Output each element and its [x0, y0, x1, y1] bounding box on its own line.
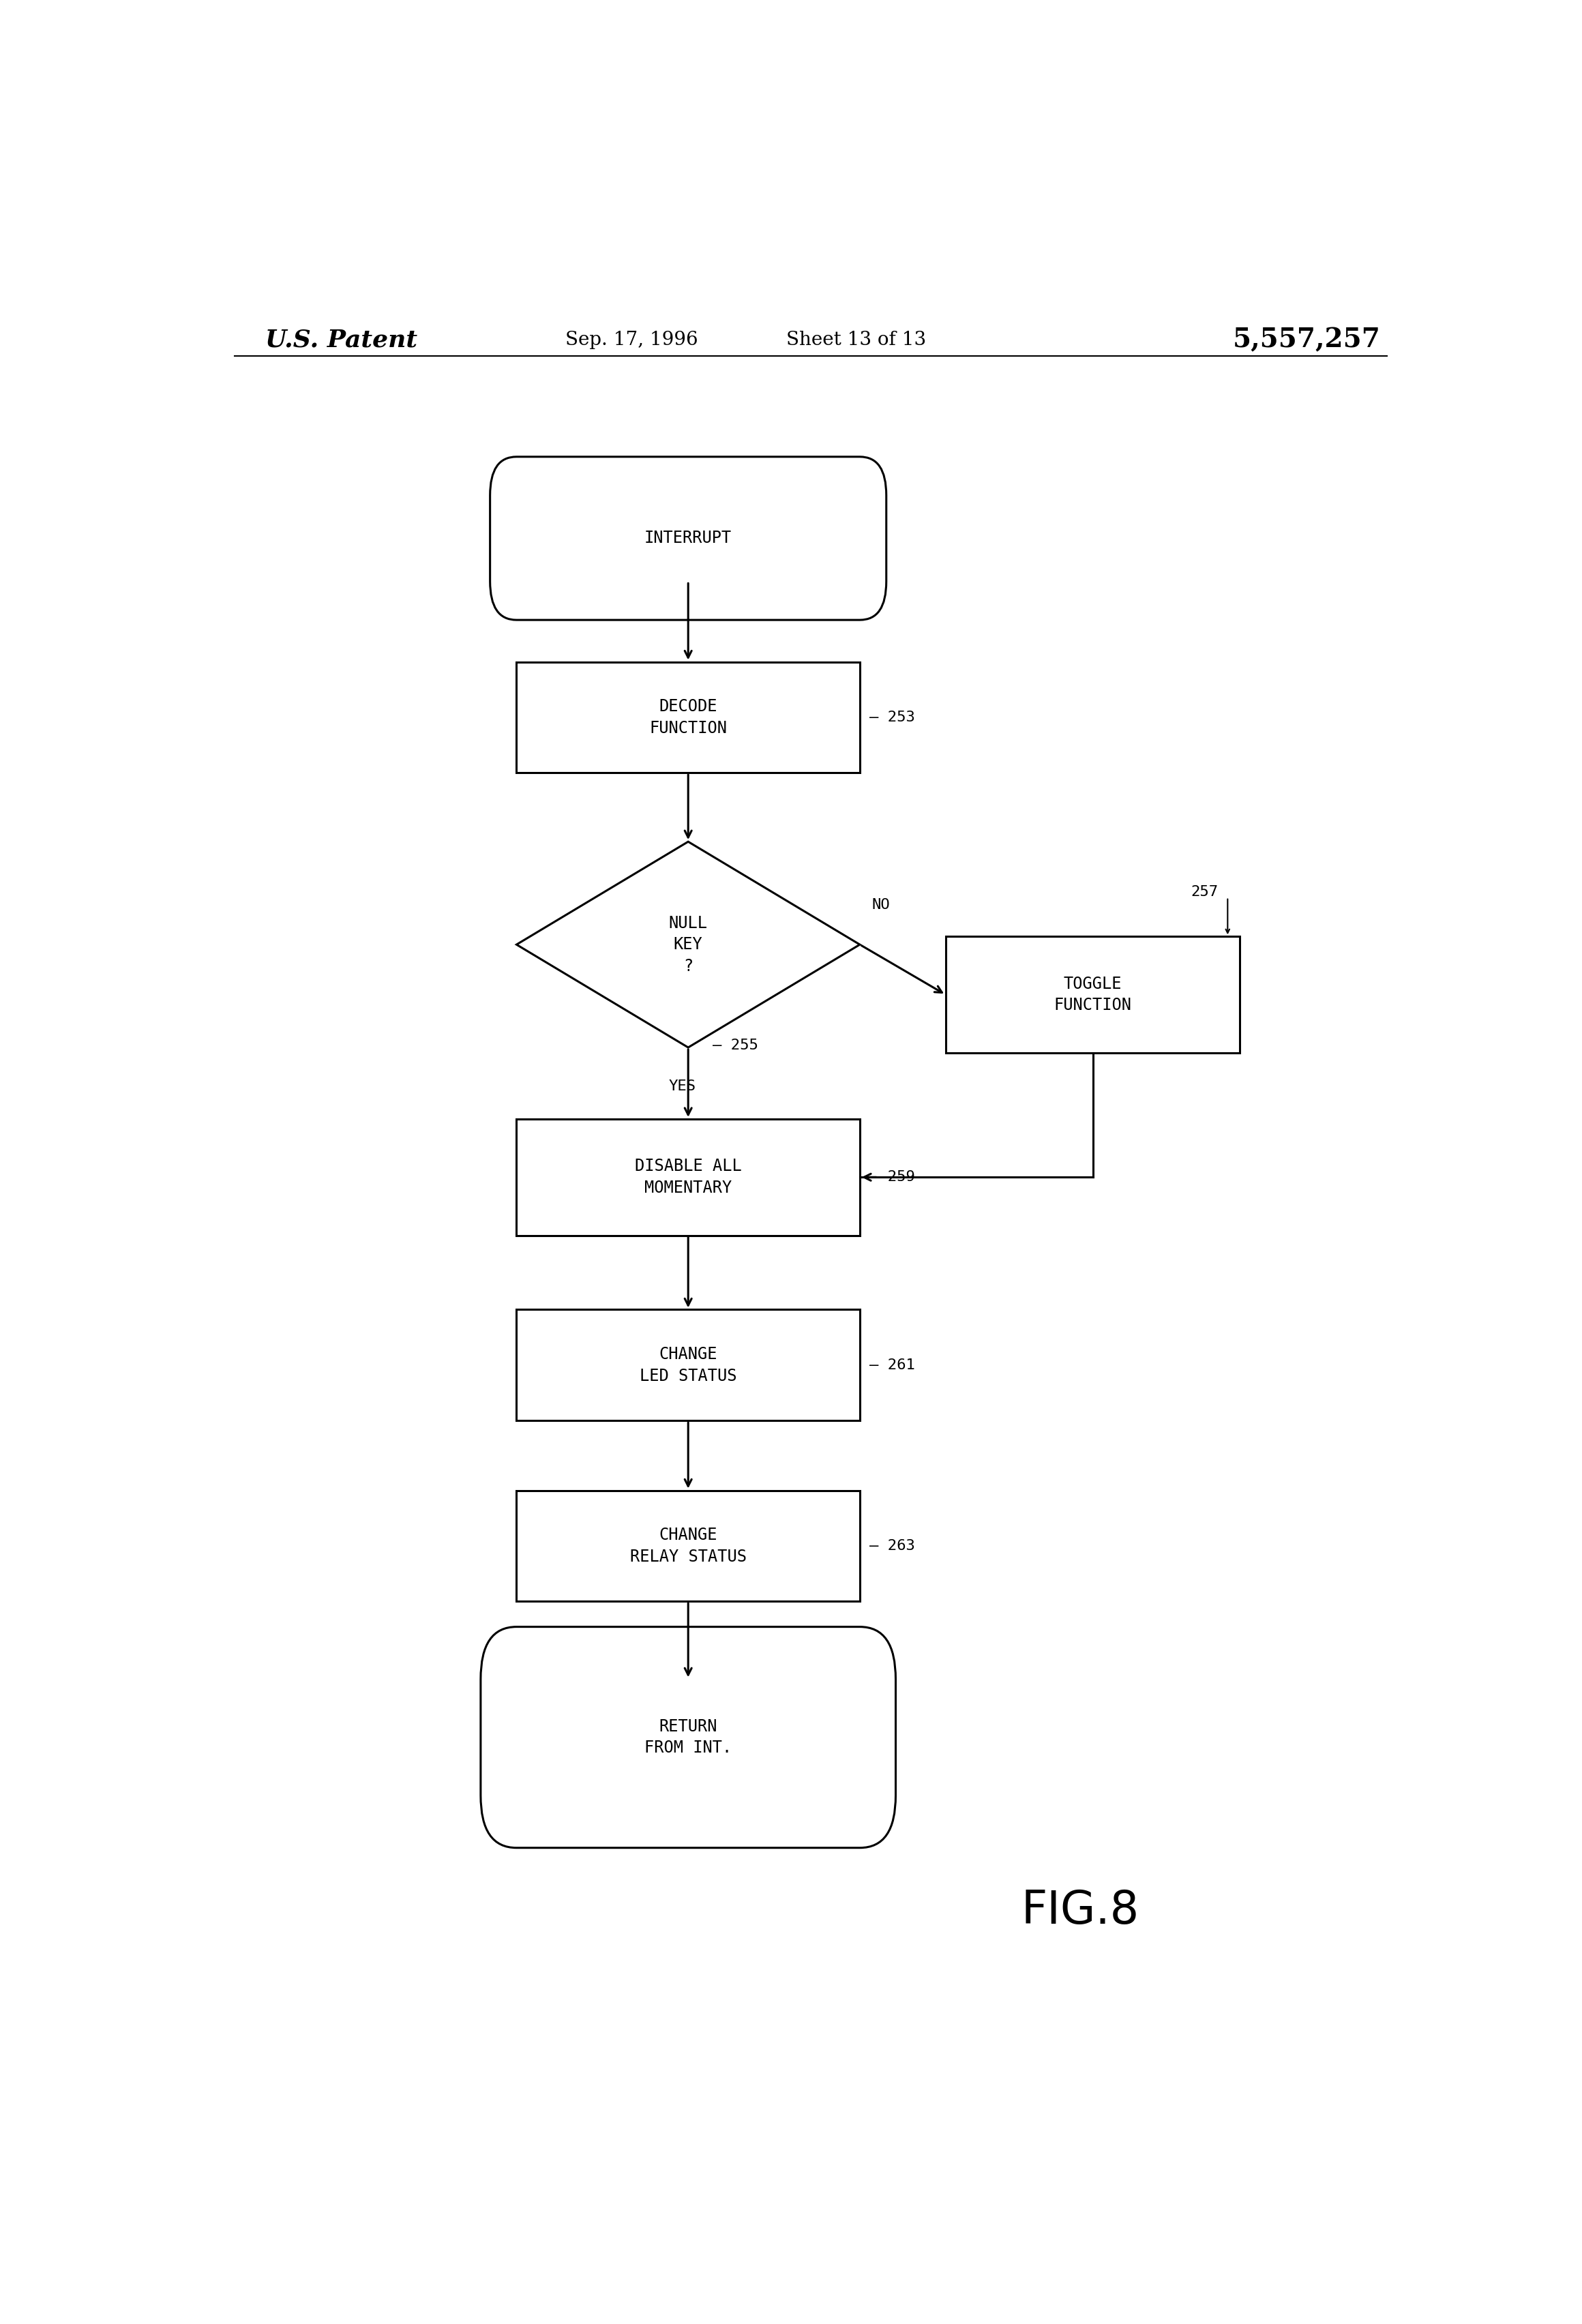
Text: FIG.8: FIG.8	[1022, 1889, 1139, 1934]
Text: TOGGLE
FUNCTION: TOGGLE FUNCTION	[1054, 976, 1131, 1013]
Text: NO: NO	[872, 899, 891, 911]
Polygon shape	[516, 841, 861, 1048]
Text: DISABLE ALL
MOMENTARY: DISABLE ALL MOMENTARY	[634, 1157, 742, 1197]
Text: NULL
KEY
?: NULL KEY ?	[669, 916, 707, 974]
FancyBboxPatch shape	[481, 1627, 895, 1848]
Text: — 253: — 253	[870, 711, 916, 725]
Text: 5,557,257: 5,557,257	[1232, 328, 1381, 353]
Text: 257: 257	[1191, 885, 1218, 899]
Text: RETURN
FROM INT.: RETURN FROM INT.	[644, 1717, 732, 1757]
Text: CHANGE
RELAY STATUS: CHANGE RELAY STATUS	[630, 1527, 747, 1564]
Text: DECODE
FUNCTION: DECODE FUNCTION	[649, 697, 728, 737]
Bar	[516, 662, 861, 774]
Bar	[516, 1120, 861, 1236]
Text: — 263: — 263	[870, 1538, 916, 1552]
Text: U.S. Patent: U.S. Patent	[266, 328, 418, 351]
Text: — 259: — 259	[870, 1171, 916, 1183]
Text: CHANGE
LED STATUS: CHANGE LED STATUS	[639, 1346, 737, 1385]
Text: Sep. 17, 1996: Sep. 17, 1996	[566, 330, 698, 349]
Text: Sheet 13 of 13: Sheet 13 of 13	[786, 330, 925, 349]
Bar	[516, 1311, 861, 1420]
Text: INTERRUPT: INTERRUPT	[644, 530, 732, 546]
Bar	[946, 937, 1240, 1053]
Text: YES: YES	[668, 1081, 696, 1092]
Bar	[516, 1490, 861, 1601]
FancyBboxPatch shape	[490, 458, 886, 621]
Text: — 255: — 255	[712, 1039, 758, 1053]
Text: — 261: — 261	[870, 1357, 916, 1371]
